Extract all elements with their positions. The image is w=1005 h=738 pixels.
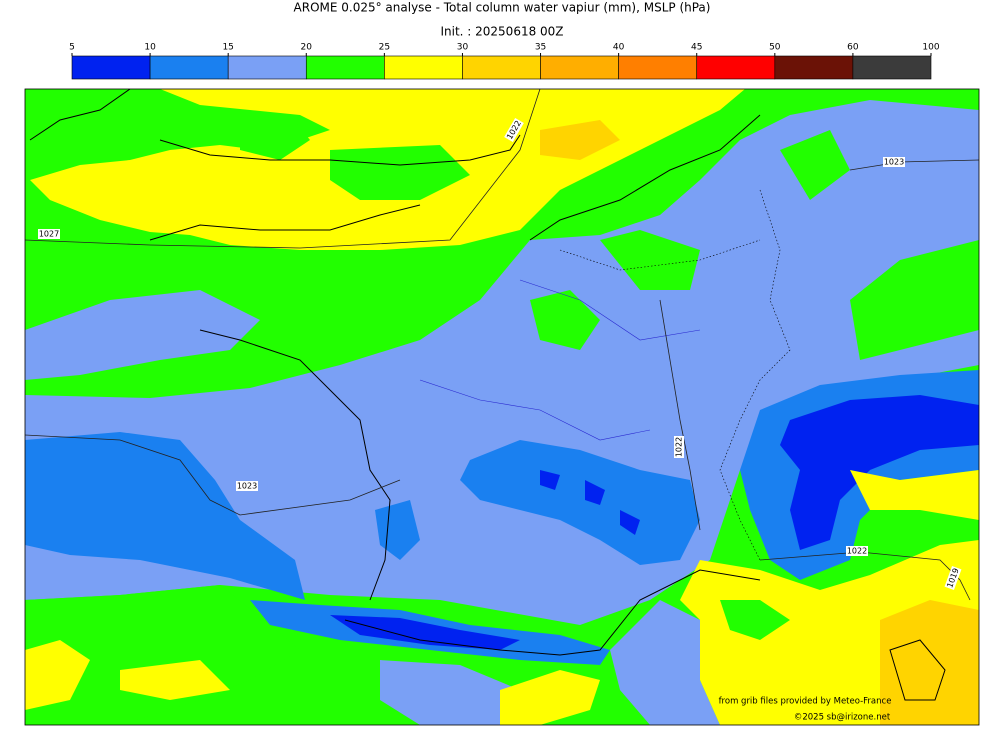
coastline — [29, 89, 946, 701]
colorbar-tick-label: 35 — [535, 43, 546, 53]
isobar-label: 1023 — [236, 481, 258, 491]
isobar-label-bg — [504, 117, 524, 143]
colorbar-tick-label: 5 — [69, 43, 75, 53]
isobar-label-bg — [38, 229, 60, 239]
colorbar-box — [462, 55, 541, 80]
title: AROME 0.025° analyse - Total column wate… — [294, 1, 711, 15]
colorbar-box — [696, 55, 776, 80]
moist-field — [240, 115, 470, 200]
isobar-label-text: 1023 — [237, 482, 257, 491]
map — [25, 89, 979, 725]
credit: from grib files provided by Meteo-France — [719, 697, 892, 707]
map-frame — [24, 88, 980, 726]
colorbar-box — [305, 55, 385, 80]
credit: ©2025 sb@irizone.net — [794, 713, 891, 723]
colorbar-tick-label: 40 — [613, 43, 625, 53]
colorbar-tick-label: 15 — [222, 43, 233, 53]
moist-field — [500, 470, 979, 725]
colorbar-box — [71, 55, 151, 80]
isobar-label-bg — [846, 546, 868, 556]
isobar-label-text: 1022 — [675, 437, 684, 457]
moist-field — [25, 640, 230, 710]
isobar — [25, 89, 979, 601]
colorbar-tick-label: 30 — [457, 43, 469, 53]
colorbar-box — [149, 55, 229, 80]
colorbar-tick-label: 45 — [691, 43, 702, 53]
colorbar-tick-label: 10 — [144, 43, 156, 53]
moist-field — [25, 100, 979, 625]
isobar-label-bg — [944, 565, 962, 591]
colorbar-box — [384, 55, 463, 80]
colorbar: 5 10 15 20 25 30 35 40 45 50 60 100 — [69, 43, 940, 80]
init-time: Init. : 20250618 00Z — [440, 25, 563, 39]
isobar-label-text: 1022 — [847, 547, 867, 556]
isobar-label-bg — [236, 481, 258, 491]
moist-field — [380, 600, 720, 725]
moist-field — [25, 432, 700, 600]
moist-field — [720, 600, 950, 700]
border — [559, 189, 791, 561]
moist-field — [530, 130, 979, 360]
colorbar-box — [852, 55, 932, 80]
moist-field — [540, 395, 979, 550]
colorbar-box — [227, 55, 307, 80]
moist-field — [25, 585, 300, 725]
colorbar-box — [618, 55, 698, 80]
colorbar-box — [774, 55, 854, 80]
moist-field — [540, 120, 979, 725]
colorbar-tick-label: 50 — [769, 43, 781, 53]
isobar-label: 1022 — [674, 436, 684, 458]
isobar-label-bg — [674, 436, 684, 458]
isobar-label: 1023 — [883, 157, 905, 167]
isobar-label: 1027 — [38, 229, 60, 239]
isobar-label-bg — [883, 157, 905, 167]
isobar-label: 1022 — [846, 546, 868, 556]
colorbar-tick-label: 20 — [301, 43, 313, 53]
colorbar-tick-label: 25 — [379, 43, 390, 53]
moist-field — [25, 290, 260, 380]
isobar-label-text: 1023 — [884, 158, 904, 167]
isobar-label-text: 1027 — [39, 230, 59, 239]
colorbar-box — [540, 55, 619, 80]
colorbar-tick-label: 100 — [922, 43, 939, 53]
moist-field — [330, 615, 520, 650]
river — [419, 279, 701, 441]
colorbar-tick-label: 60 — [847, 43, 859, 53]
